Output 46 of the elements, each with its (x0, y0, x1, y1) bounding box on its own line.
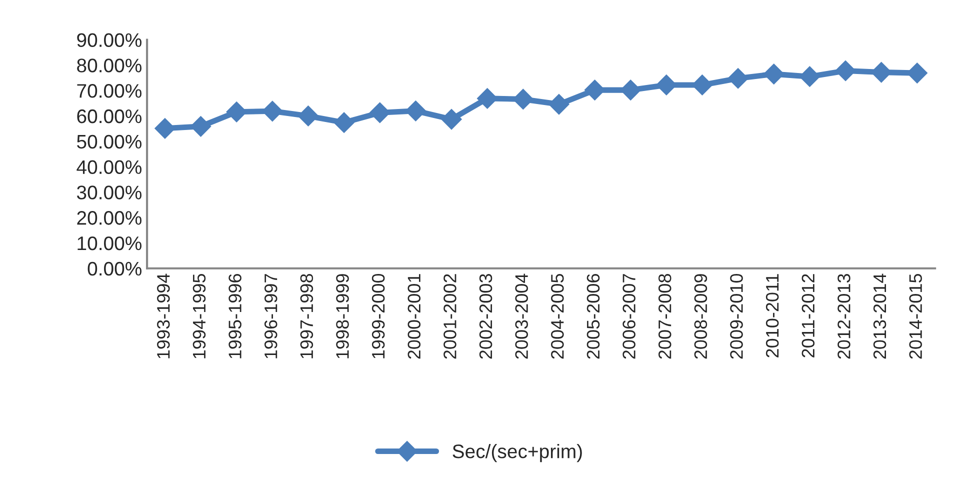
x-tick-label: 2009-2010 (730, 274, 743, 359)
x-tick-label: 2000-2001 (408, 274, 421, 359)
x-tick-label: 2008-2009 (694, 274, 708, 359)
x-tick-label: 2014-2015 (909, 274, 922, 359)
x-tick-label: 1997-1998 (300, 274, 314, 358)
y-tick-label: 0.00% (88, 262, 142, 276)
x-tick-label: 1998-1999 (336, 274, 349, 358)
y-tick-label: 60.00% (77, 109, 142, 124)
x-tick-label: 2010-2011 (766, 274, 779, 358)
point (548, 94, 570, 115)
y-tick-label: 90.00% (77, 33, 142, 47)
point (154, 118, 176, 139)
y-tick-label: 80.00% (77, 58, 142, 72)
x-tick-label: 2007-2008 (658, 274, 672, 359)
point (190, 116, 212, 137)
point (835, 60, 856, 82)
point (226, 102, 247, 122)
y-tick-label: 50.00% (77, 134, 142, 149)
x-tick-label: 1999-2000 (372, 274, 385, 358)
x-tick-label: 2004-2005 (551, 274, 564, 359)
x-tick-label: 2011-2012 (802, 274, 815, 358)
point (728, 68, 748, 89)
y-tick-label: 40.00% (76, 160, 142, 174)
x-tick-label: 2001-2002 (444, 274, 456, 359)
y-tick-label: 20.00% (77, 211, 142, 225)
point (262, 100, 283, 122)
x-tick-label: 2002-2003 (479, 274, 492, 359)
y-tick-label: 10.00% (78, 236, 142, 250)
x-tick-label: 2013-2014 (873, 274, 886, 359)
x-tick-label: 2005-2006 (586, 274, 600, 359)
y-tick-label: 70.00% (77, 84, 142, 98)
point (441, 108, 462, 130)
legend-label: Sec/(sec+prim) (452, 444, 582, 462)
point (334, 112, 354, 133)
y-tick-label: 30.00% (76, 186, 142, 200)
x-tick-label: 1994-1995 (192, 274, 206, 358)
x-tick-label: 2006-2007 (622, 274, 636, 359)
x-tick-label: 1995-1996 (228, 274, 242, 358)
x-tick-label: 2003-2004 (515, 274, 528, 359)
point (298, 106, 319, 126)
point (405, 100, 426, 122)
point (799, 66, 820, 87)
x-tick-label: 1996-1997 (264, 274, 278, 358)
point (764, 64, 784, 84)
x-tick-label: 2012-2013 (838, 274, 850, 359)
x-tick-label: 1993-1994 (157, 274, 170, 358)
